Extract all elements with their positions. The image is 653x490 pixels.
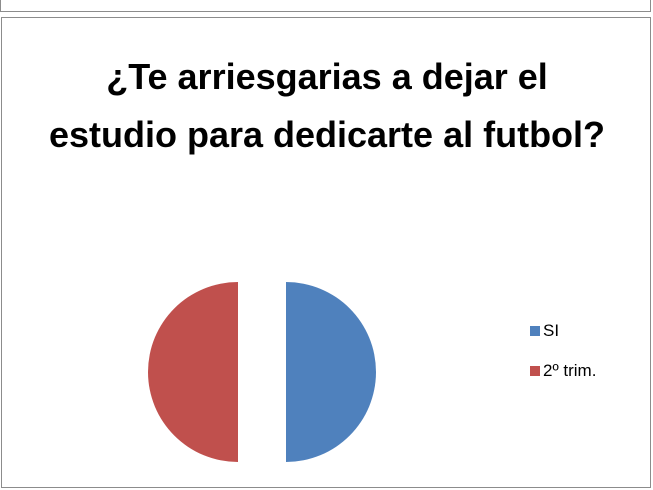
chart-title: ¿Te arriesgarias a dejar el estudio para… xyxy=(48,56,606,155)
pie-chart xyxy=(148,282,376,462)
pie-slice-2-trim xyxy=(148,282,238,462)
legend-label-0: SI xyxy=(543,321,560,340)
legend-swatch-1 xyxy=(530,366,540,376)
legend-label-1: 2º trim. xyxy=(543,361,597,380)
pie-slice-si xyxy=(286,282,376,462)
chart-legend: SI 2º trim. xyxy=(530,320,650,400)
previous-chart-frame-edge xyxy=(0,0,651,12)
legend-item-1: 2º trim. xyxy=(530,360,650,382)
chart-area: ¿Te arriesgarias a dejar el estudio para… xyxy=(1,17,651,488)
legend-swatch-0 xyxy=(530,326,540,336)
legend-item-0: SI xyxy=(530,320,650,342)
